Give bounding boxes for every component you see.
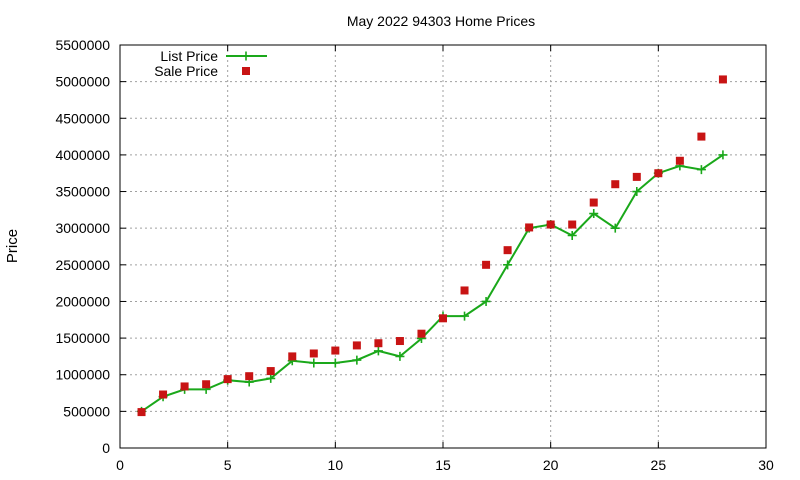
x-tick-label: 15 — [435, 457, 451, 473]
sale-price-point — [202, 380, 211, 389]
list-price-point — [567, 231, 577, 241]
sale-price-point — [503, 246, 512, 255]
sale-price-point — [525, 223, 534, 232]
sale-price-point — [611, 180, 620, 189]
sale-price-point — [331, 346, 340, 355]
list-price-point — [460, 311, 470, 321]
sale-price-point — [309, 349, 318, 358]
y-tick-label: 4500000 — [55, 110, 110, 126]
series-layer — [137, 75, 728, 417]
y-tick-label: 5500000 — [55, 37, 110, 53]
y-tick-label: 5000000 — [55, 74, 110, 90]
sale-price-point — [266, 367, 275, 376]
sale-price-point — [374, 339, 383, 348]
sale-price-point — [632, 172, 641, 181]
x-tick-label: 5 — [224, 457, 232, 473]
sale-price-point — [675, 156, 684, 165]
list-price-point — [718, 150, 728, 160]
sale-price-point — [718, 75, 727, 84]
x-tick-label: 0 — [116, 457, 124, 473]
legend-marker — [242, 67, 250, 75]
sale-price-point — [223, 375, 232, 384]
list-price-point — [395, 351, 405, 361]
y-tick-label: 500000 — [63, 403, 110, 419]
sale-price-point — [460, 286, 469, 295]
sale-price-point — [352, 341, 361, 350]
grid-lines — [120, 45, 766, 448]
y-tick-label: 2000000 — [55, 293, 110, 309]
sale-price-point — [482, 260, 491, 269]
list-price-point — [373, 346, 383, 356]
x-tick-label: 10 — [328, 457, 344, 473]
sale-price-point — [159, 390, 168, 399]
y-tick-label: 2500000 — [55, 257, 110, 273]
sale-price-point — [697, 132, 706, 141]
sale-price-point — [180, 382, 189, 391]
y-tick-label: 0 — [102, 440, 110, 456]
y-tick-label: 1000000 — [55, 367, 110, 383]
list-price-point — [589, 209, 599, 219]
legend-label: Sale Price — [154, 63, 218, 79]
y-axis-label: Price — [4, 229, 21, 263]
axis-ticks: 0 500000 1000000 1500000 2000000 2500000 30000… — [55, 37, 774, 473]
list-price-point — [503, 260, 513, 270]
list-price-point — [610, 223, 620, 233]
y-tick-label: 4000000 — [55, 147, 110, 163]
chart-title: May 2022 94303 Home Prices — [347, 13, 535, 29]
sale-price-point — [417, 329, 426, 338]
y-tick-label: 3000000 — [55, 220, 110, 236]
list-price-point — [266, 373, 276, 383]
list-price-point — [481, 296, 491, 306]
legend-label: List Price — [160, 48, 218, 64]
list-price-line — [140, 154, 724, 413]
list-price-point — [632, 187, 642, 197]
sale-price-point — [439, 314, 447, 323]
list-price-point — [309, 358, 319, 368]
legend-marker — [241, 51, 251, 61]
sale-price-point — [589, 198, 598, 207]
sale-price-point — [654, 169, 663, 178]
sale-price-point — [546, 220, 555, 229]
list-price-point — [330, 358, 340, 368]
x-tick-label: 30 — [758, 457, 774, 473]
x-tick-label: 25 — [651, 457, 667, 473]
sale-price-point — [137, 408, 146, 417]
sale-price-point — [568, 220, 577, 229]
sale-price-point — [395, 337, 404, 346]
y-tick-label: 3500000 — [55, 184, 110, 200]
y-tick-label: 1500000 — [55, 330, 110, 346]
list-price-point — [696, 165, 706, 175]
list-price-point — [352, 355, 362, 365]
sale-price-point — [245, 372, 254, 381]
sale-price-point — [288, 352, 297, 361]
x-tick-label: 20 — [543, 457, 559, 473]
